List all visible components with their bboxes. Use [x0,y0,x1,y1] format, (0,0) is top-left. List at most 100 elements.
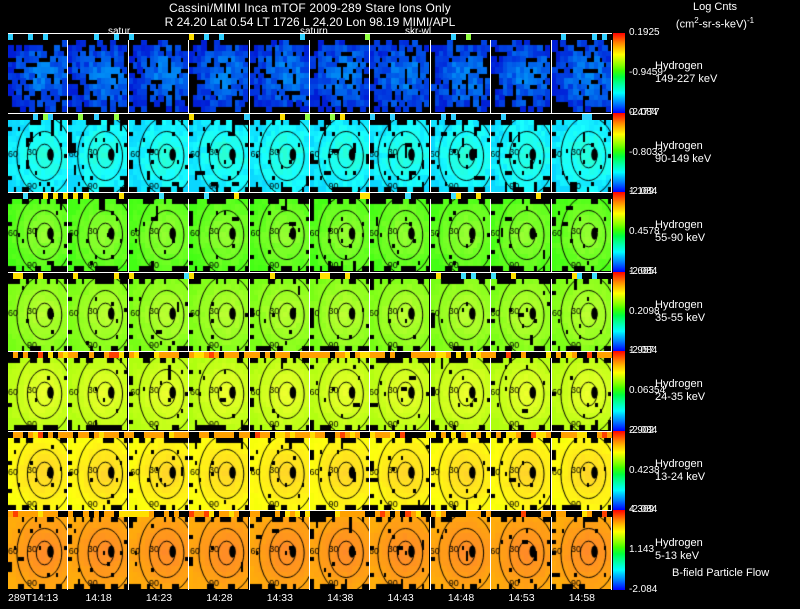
sky-map-image [249,119,309,192]
sky-map-panel[interactable] [491,112,552,193]
sky-map-image [310,119,370,192]
sky-map-panel[interactable] [68,192,129,272]
sky-map-panel[interactable] [189,271,250,352]
colorbar-gradient [613,510,625,590]
sky-map-image [68,278,128,351]
sky-map-panel[interactable] [8,112,69,193]
sky-map-panel[interactable] [189,351,250,431]
sky-map-panel[interactable] [189,112,250,193]
sky-map-panel[interactable] [430,192,492,272]
sky-map-panel[interactable] [128,33,190,113]
sky-map-image [491,358,551,431]
sky-map-panel[interactable] [370,351,431,431]
colorbar-tick-max: 4.369 [629,504,655,516]
sky-map-panel[interactable] [310,33,371,113]
colorbar-gradient [613,192,625,272]
sky-map-panel[interactable] [430,430,492,511]
sky-map-image [249,358,309,431]
sky-map-image [8,119,67,192]
sky-map-panel[interactable] [68,351,129,431]
spectrogram-row [8,192,613,272]
sky-map-panel[interactable] [68,430,129,511]
sky-map-panel[interactable] [430,510,492,590]
sky-map-panel[interactable] [551,510,613,590]
sky-map-panel[interactable] [370,271,431,352]
sky-map-image [8,199,67,272]
sky-map-image [249,517,309,590]
sky-map-panel[interactable] [491,430,552,511]
sky-map-panel[interactable] [128,510,190,590]
sky-map-panel[interactable] [8,192,69,272]
time-axis-label: 289T14:13 [8,592,59,604]
sky-map-panel[interactable] [370,112,431,193]
sky-map-panel[interactable] [249,271,311,352]
sky-map-panel[interactable] [430,271,492,352]
sky-map-panel[interactable] [310,430,371,511]
sky-map-panel[interactable] [551,192,613,272]
sky-map-panel[interactable] [491,271,552,352]
sky-map-panel[interactable] [128,430,190,511]
sky-map-panel[interactable] [551,351,613,431]
sky-map-image [551,40,611,112]
row-label-stack: Hydrogen 149-227 keV Hydrogen 90-149 keV Hyd… [655,33,800,590]
sky-map-panel[interactable] [249,430,311,511]
sky-map-panel[interactable] [310,271,371,352]
sky-map-panel[interactable] [551,271,613,352]
sky-map-panel[interactable] [491,33,552,113]
row-label-species: Hydrogen [655,537,703,550]
sky-map-panel[interactable] [189,192,250,272]
sky-map-panel[interactable] [189,430,250,511]
sky-map-panel[interactable] [310,510,371,590]
sky-map-panel[interactable] [249,351,311,431]
sky-map-panel[interactable] [8,510,69,590]
sky-map-panel[interactable] [128,271,190,352]
sky-map-panel[interactable] [310,192,371,272]
sky-map-panel[interactable] [68,33,129,113]
sky-map-panel[interactable] [8,351,69,431]
sky-map-panel[interactable] [491,351,552,431]
sky-map-panel[interactable] [249,510,311,590]
sky-map-panel[interactable] [128,351,190,431]
colorbar-tick-mid: -0.8033 [629,146,663,158]
colorbar-units-exp: 2 [694,16,699,25]
row-label-energy: 13-24 keV [655,470,706,483]
sky-map-panel[interactable] [551,112,613,193]
sky-map-panel[interactable] [249,112,311,193]
panel-annotation: saturn [300,26,328,37]
sky-map-image [249,437,309,510]
sky-map-panel[interactable] [68,271,129,352]
sky-map-panel[interactable] [189,510,250,590]
sky-map-panel[interactable] [68,510,129,590]
sky-map-panel[interactable] [370,192,431,272]
panel-annotation: satur [108,26,131,37]
sky-map-panel[interactable] [370,430,431,511]
sky-map-panel[interactable] [430,33,492,113]
sky-map-panel[interactable] [430,351,492,431]
sky-map-panel[interactable] [370,510,431,590]
sky-map-panel[interactable] [370,33,431,113]
sky-map-image [8,517,67,590]
sky-map-panel[interactable] [189,33,250,113]
sky-map-panel[interactable] [310,351,371,431]
sky-map-image [370,437,430,510]
sky-map-panel[interactable] [128,192,190,272]
sky-map-panel[interactable] [551,33,613,113]
sky-map-panel[interactable] [8,430,69,511]
row-label-species: Hydrogen [655,139,703,152]
sky-map-image [189,40,249,112]
sky-map-panel[interactable] [310,112,371,193]
sky-map-panel[interactable] [491,510,552,590]
row-label: Hydrogen 24-35 keV [655,378,705,404]
sky-map-panel[interactable] [249,192,311,272]
sky-map-panel[interactable] [8,33,69,113]
sky-map-panel[interactable] [8,271,69,352]
sky-map-panel[interactable] [249,33,311,113]
sky-map-panel[interactable] [551,430,613,511]
sky-map-panel[interactable] [128,112,190,193]
sky-map-panel[interactable] [68,112,129,193]
spectrogram-row [8,271,613,352]
sky-map-image [68,437,128,510]
sky-map-panel[interactable] [430,112,492,193]
sky-map-panel[interactable] [491,192,552,272]
